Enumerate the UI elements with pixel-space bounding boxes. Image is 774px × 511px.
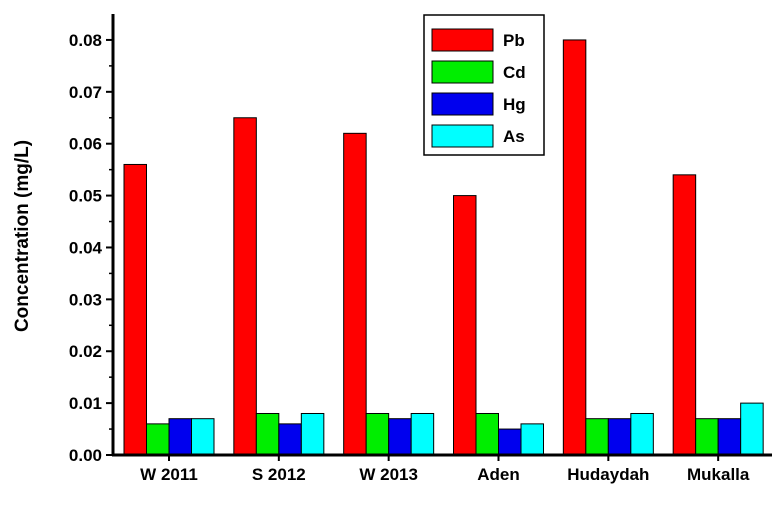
y-axis-title: Concentration (mg/L) (12, 140, 33, 332)
bar-hg-5 (607, 418, 632, 456)
bar-cd-1 (146, 423, 170, 456)
y-tick-label: 0.02 (69, 342, 102, 361)
y-tick-label: 0.08 (69, 31, 102, 50)
bar-hg-2 (278, 423, 302, 456)
bar-as-5 (630, 412, 654, 456)
bar-hg-1 (168, 418, 192, 456)
legend-label-hg: Hg (503, 95, 526, 114)
bar-as-2 (300, 412, 325, 456)
bar-pb-4 (453, 195, 477, 456)
bar-hg-3 (388, 418, 412, 456)
bar-hg-4 (498, 428, 522, 456)
legend: Pb Cd Hg As (423, 14, 545, 156)
bar-as-3 (410, 412, 435, 456)
bar-as-4 (520, 423, 544, 456)
y-tick-label: 0.07 (69, 83, 102, 102)
bar-pb-3 (343, 132, 367, 456)
bar-as-6 (740, 402, 764, 456)
x-tick-label: Mukalla (687, 465, 750, 484)
bar-cd-5 (585, 418, 609, 456)
bar-pb-2 (233, 117, 257, 456)
y-tick-label: 0.01 (69, 394, 102, 413)
bar-pb-1 (123, 163, 147, 456)
bar-pb-5 (562, 39, 587, 456)
legend-label-pb: Pb (503, 31, 525, 50)
x-ticks-layer: W 2011 S 2012 W 2013 Aden Hudaydah Mukalla (140, 455, 750, 484)
y-tick-label: 0.00 (69, 446, 102, 465)
legend-swatch-pb (431, 28, 494, 52)
bar-hg-6 (717, 418, 742, 456)
axes-layer (111, 14, 772, 457)
y-tick-label: 0.06 (69, 135, 102, 154)
x-tick-label: W 2013 (359, 465, 418, 484)
legend-swatch-cd (431, 60, 494, 84)
legend-label-as: As (503, 127, 525, 146)
bar-cd-2 (255, 412, 280, 456)
legend-label-cd: Cd (503, 63, 526, 82)
x-tick-label: S 2012 (252, 465, 306, 484)
bars-layer (123, 39, 764, 456)
x-tick-label: Hudaydah (567, 465, 649, 484)
bar-pb-6 (672, 174, 697, 456)
y-tick-label: 0.03 (69, 290, 102, 309)
legend-swatch-as (431, 124, 494, 148)
bar-cd-3 (365, 412, 390, 456)
x-tick-label: Aden (477, 465, 520, 484)
bar-cd-4 (475, 412, 499, 456)
legend-swatch-hg (431, 92, 494, 116)
bar-as-1 (191, 418, 215, 456)
y-ticks-layer: 0.00 0.01 0.02 0.03 0.04 0.05 0.06 0.07 0.08 (69, 31, 113, 465)
y-tick-label: 0.04 (69, 238, 103, 257)
y-tick-label: 0.05 (69, 187, 102, 206)
x-tick-label: W 2011 (140, 465, 198, 484)
bar-cd-6 (695, 418, 719, 456)
